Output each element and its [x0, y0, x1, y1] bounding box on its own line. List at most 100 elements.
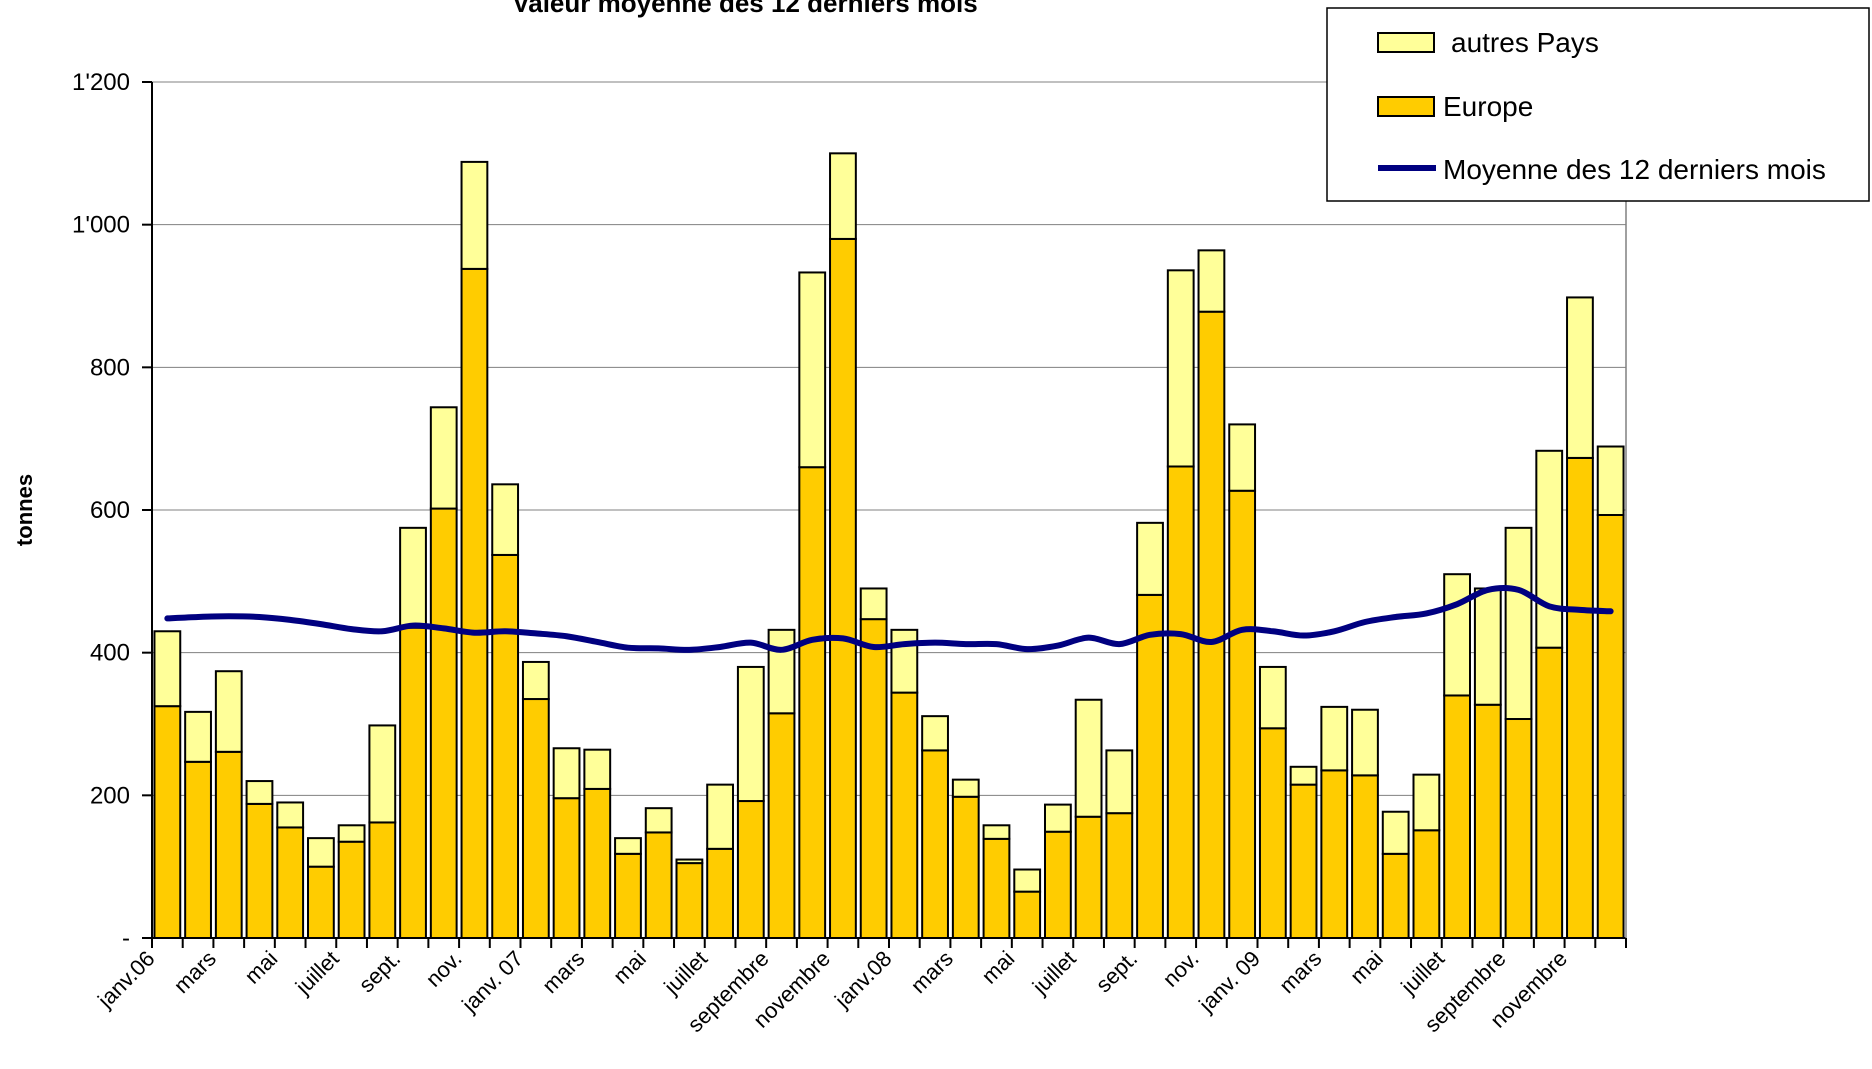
bar-autres-pays [1013, 868, 1042, 893]
bar-europe [644, 831, 673, 940]
y-tick-label: 800 [90, 354, 130, 381]
y-tick-label: 400 [90, 640, 130, 667]
bar-autres-pays [1596, 445, 1625, 516]
bar-europe [859, 618, 888, 939]
bar-autres-pays [521, 660, 550, 701]
bar-europe [736, 800, 765, 939]
x-tick-label: janv. 09 [1193, 946, 1265, 1018]
bar-autres-pays [184, 710, 212, 763]
bar-autres-pays [491, 483, 520, 556]
bar-autres-pays [1504, 526, 1533, 721]
bar-autres-pays [1105, 749, 1134, 815]
bar-autres-pays [644, 807, 673, 834]
legend: autres Pays Europe Moyenne des 12 dernie… [1326, 7, 1870, 202]
bar-autres-pays [1166, 269, 1195, 468]
bar-europe [1105, 812, 1134, 940]
bar-autres-pays [1258, 665, 1287, 730]
legend-label-europe: Europe [1443, 91, 1533, 122]
x-tick-labels: janv.06 mars mai juillet sept. nov.janv. 07 ma… [92, 946, 1572, 1037]
bar-autres-pays [1228, 423, 1257, 492]
bar-europe [1320, 769, 1349, 939]
bar-autres-pays [1351, 708, 1379, 777]
y-axis-label: tonnes [12, 474, 37, 546]
bar-autres-pays [153, 630, 182, 708]
x-tick-label: nov. [421, 946, 467, 992]
bar-europe [1535, 646, 1564, 939]
bar-europe [982, 837, 1011, 940]
bar-autres-pays [552, 747, 581, 800]
bar-autres-pays [921, 715, 949, 752]
bar-europe [1351, 774, 1379, 939]
bar-europe [1043, 830, 1072, 939]
bar-europe [614, 852, 642, 939]
bar-europe [1197, 310, 1226, 939]
bar-europe [521, 698, 550, 939]
bar-europe [245, 802, 274, 939]
chart-title: Valeur moyenne des 12 derniers mois [512, 0, 977, 18]
bar-europe [368, 821, 397, 939]
bar-europe [921, 749, 949, 939]
bar-europe [1596, 513, 1625, 939]
bar-autres-pays [736, 665, 765, 803]
bar-europe [1013, 890, 1042, 940]
x-tick-label: janv.08 [829, 946, 896, 1013]
bar-europe [552, 797, 581, 939]
bar-autres-pays [1197, 249, 1226, 313]
bar-autres-pays [1043, 803, 1072, 833]
bar-autres-pays [675, 858, 704, 865]
bar-autres-pays [890, 628, 919, 694]
bar-autres-pays [1535, 449, 1564, 649]
x-tick-label: juillet [290, 946, 344, 1000]
y-tick-label: 1'200 [72, 69, 130, 96]
bar-autres-pays [767, 628, 796, 715]
x-tick-label: juillet [1395, 946, 1449, 1000]
bar-europe [399, 626, 427, 939]
bar-autres-pays [1412, 773, 1441, 832]
bar-autres-pays [859, 587, 888, 621]
bar-europe [675, 862, 704, 939]
bar-europe [829, 237, 857, 939]
bar-europe [1289, 783, 1318, 940]
bar-europe [767, 712, 796, 939]
bar-europe [1228, 489, 1257, 939]
bar-europe [1504, 718, 1533, 939]
bar-europe [1381, 852, 1410, 939]
bar-europe [1443, 694, 1472, 940]
x-tick-label: mars [906, 946, 958, 998]
y-tick-label: 600 [90, 497, 130, 524]
axes [142, 81, 1627, 948]
bar-autres-pays [245, 780, 274, 805]
legend-swatch-autres-pays [1377, 32, 1435, 53]
bar-europe [1136, 593, 1164, 939]
bar-autres-pays [583, 748, 612, 790]
bar-europe [706, 847, 735, 939]
bar-europe [1566, 456, 1594, 939]
bar-europe [1258, 727, 1287, 940]
y-tick-labels: - 200 400 600 800 1'000 1'200 [72, 69, 130, 952]
bar-autres-pays [1289, 765, 1318, 786]
bar-europe [184, 760, 212, 939]
bar-autres-pays [706, 783, 735, 850]
average-line [164, 584, 1614, 653]
bar-autres-pays [798, 271, 827, 469]
bar-europe [583, 787, 612, 939]
x-tick-label: janv.06 [92, 946, 159, 1013]
legend-swatch-europe [1377, 96, 1435, 117]
bar-europe [214, 750, 243, 939]
bar-autres-pays [306, 837, 335, 868]
x-tick-label: mai [977, 946, 1020, 989]
legend-label-autres-pays: autres Pays [1451, 27, 1599, 58]
x-tick-label: janv. 07 [456, 946, 528, 1018]
bar-autres-pays [1381, 810, 1410, 855]
bar-europe [798, 466, 827, 939]
bar-europe [276, 826, 305, 940]
x-tick-label: mars [169, 946, 221, 998]
bar-europe [1074, 815, 1103, 940]
bar-europe [306, 865, 335, 940]
bar-autres-pays [214, 670, 243, 753]
bar-europe [890, 691, 919, 940]
gridlines [152, 81, 1626, 796]
x-tick-label: mai [608, 946, 651, 989]
x-tick-label: mai [240, 946, 283, 989]
bar-autres-pays [614, 837, 642, 855]
